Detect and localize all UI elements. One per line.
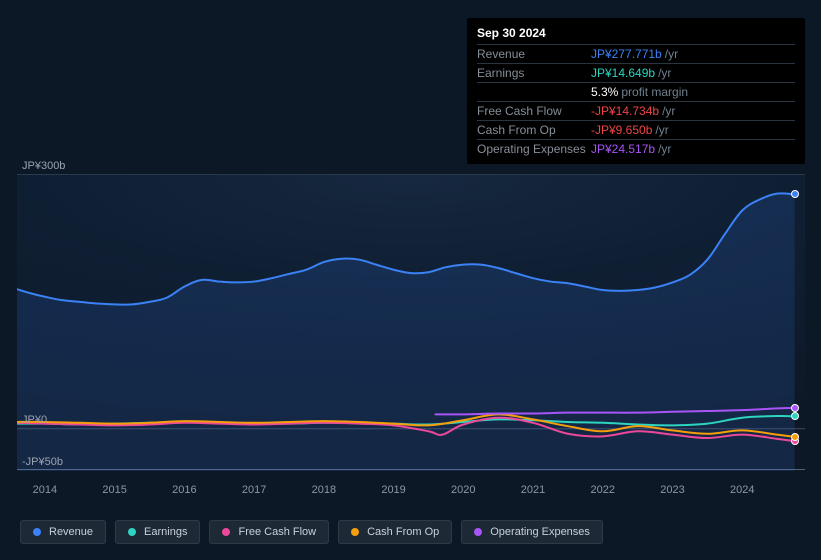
x-axis-label: 2021 [521, 484, 545, 496]
x-axis-label: 2015 [102, 484, 126, 496]
x-axis-label: 2024 [730, 484, 754, 496]
legend-swatch [33, 528, 41, 536]
legend-label: Revenue [49, 526, 93, 538]
tooltip-row: EarningsJP¥14.649b/yr [477, 64, 795, 83]
plot-area[interactable] [17, 174, 805, 470]
legend-item-revenue[interactable]: Revenue [20, 520, 106, 544]
tooltip-metric-label: Revenue [477, 47, 591, 61]
chart-legend: Revenue Earnings Free Cash Flow Cash From O… [20, 520, 603, 544]
x-axis-label: 2020 [451, 484, 475, 496]
tooltip-metric-value: JP¥14.649b [591, 66, 655, 80]
legend-swatch [128, 528, 136, 536]
legend-item-free-cash-flow[interactable]: Free Cash Flow [209, 520, 329, 544]
y-axis-label: JP¥300b [22, 160, 65, 172]
y-axis-label: JP¥0 [22, 414, 47, 426]
legend-label: Operating Expenses [490, 526, 590, 538]
x-axis-label: 2019 [381, 484, 405, 496]
series-end-marker [791, 412, 799, 420]
legend-item-cash-from-op[interactable]: Cash From Op [338, 520, 452, 544]
tooltip-row: Free Cash Flow-JP¥14.734b/yr [477, 102, 795, 121]
series-end-marker [791, 433, 799, 441]
x-axis: 2014 2015 2016 2017 2018 2019 2020 2021 2022 2023… [17, 484, 805, 500]
tooltip-metric-unit: profit margin [621, 85, 688, 99]
x-axis-label: 2022 [591, 484, 615, 496]
legend-item-operating-expenses[interactable]: Operating Expenses [461, 520, 603, 544]
legend-swatch [351, 528, 359, 536]
x-axis-label: 2014 [33, 484, 57, 496]
tooltip-metric-value: -JP¥14.734b [591, 104, 659, 118]
x-axis-label: 2017 [242, 484, 266, 496]
legend-swatch [474, 528, 482, 536]
tooltip-metric-value: JP¥277.771b [591, 47, 662, 61]
tooltip-metric-label [477, 85, 591, 99]
tooltip-row: RevenueJP¥277.771b/yr [477, 45, 795, 64]
tooltip-row: 5.3%profit margin [477, 83, 795, 102]
tooltip-metric-unit: /yr [662, 104, 675, 118]
tooltip-metric-unit: /yr [658, 142, 671, 156]
tooltip-metric-unit: /yr [665, 47, 678, 61]
y-axis-label: -JP¥50b [22, 456, 63, 468]
tooltip-metric-label: Operating Expenses [477, 142, 591, 156]
tooltip-metric-value: -JP¥9.650b [591, 123, 652, 137]
tooltip-metric-label: Cash From Op [477, 123, 591, 137]
tooltip-metric-value: 5.3% [591, 85, 618, 99]
tooltip-metric-value: JP¥24.517b [591, 142, 655, 156]
tooltip-date: Sep 30 2024 [477, 24, 795, 45]
financial-chart: JP¥300b JP¥0 -JP¥50b [17, 160, 805, 480]
legend-label: Earnings [144, 526, 187, 538]
tooltip-row: Operating ExpensesJP¥24.517b/yr [477, 140, 795, 158]
tooltip-metric-label: Free Cash Flow [477, 104, 591, 118]
x-axis-label: 2016 [172, 484, 196, 496]
chart-tooltip: Sep 30 2024 RevenueJP¥277.771b/yrEarning… [467, 18, 805, 164]
series-end-marker [791, 190, 799, 198]
legend-label: Free Cash Flow [238, 526, 316, 538]
legend-swatch [222, 528, 230, 536]
tooltip-metric-unit: /yr [658, 66, 671, 80]
tooltip-row: Cash From Op-JP¥9.650b/yr [477, 121, 795, 140]
legend-label: Cash From Op [367, 526, 439, 538]
series-end-marker [791, 404, 799, 412]
tooltip-metric-unit: /yr [655, 123, 668, 137]
legend-item-earnings[interactable]: Earnings [115, 520, 200, 544]
tooltip-metric-label: Earnings [477, 66, 591, 80]
x-axis-label: 2023 [660, 484, 684, 496]
x-axis-label: 2018 [312, 484, 336, 496]
